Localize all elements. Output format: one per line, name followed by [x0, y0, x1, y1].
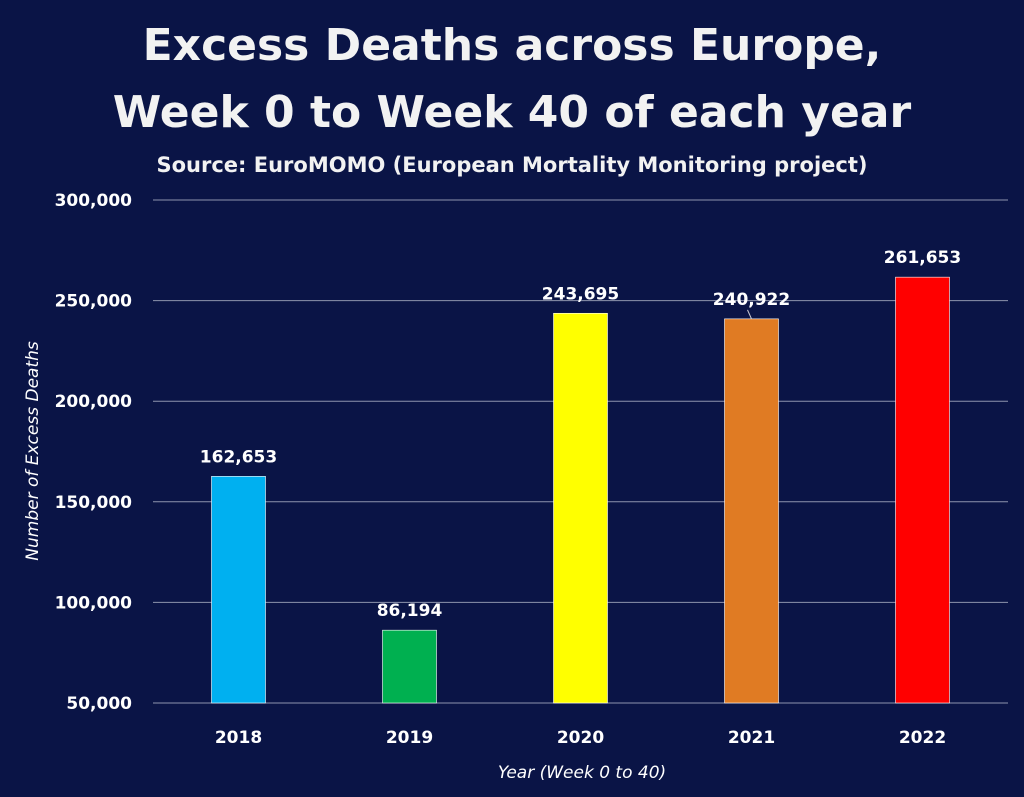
x-axis-label: Year (Week 0 to 40) [498, 763, 666, 783]
x-tick-label: 2019 [386, 728, 433, 748]
y-tick-label: 300,000 [55, 191, 133, 211]
y-axis-label: Number of Excess Deaths [23, 341, 43, 561]
x-tick-label: 2018 [215, 728, 262, 748]
data-label-2021: 240,922 [713, 290, 790, 310]
x-tick-label: 2020 [557, 728, 604, 748]
bar-2020 [553, 312, 608, 704]
bar-2019 [382, 629, 437, 704]
x-tick-label: 2021 [728, 728, 775, 748]
bar-2022 [895, 276, 950, 704]
data-label-2020: 243,695 [542, 284, 619, 304]
data-label-2018: 162,653 [200, 447, 277, 467]
chart-title-line-2: Week 0 to Week 40 of each year [113, 87, 912, 138]
data-label-2019: 86,194 [377, 601, 443, 621]
y-axis-ticks: 50,000 100,000 150,000 200,000 250,000 300,00… [55, 191, 133, 714]
y-tick-label: 100,000 [55, 593, 133, 613]
data-label-2022: 261,653 [884, 248, 961, 268]
data-labels: 162,653 86,194 243,695 240,922 261,653 [200, 248, 961, 621]
x-axis-ticks: 2018 2019 2020 2021 2022 [215, 728, 946, 748]
y-tick-label: 150,000 [55, 493, 133, 513]
y-tick-label: 250,000 [55, 292, 133, 312]
bar-2018 [211, 476, 266, 704]
x-tick-label: 2022 [899, 728, 946, 748]
y-tick-label: 200,000 [55, 392, 133, 412]
chart-subtitle: Source: EuroMOMO (European Mortality Mon… [157, 153, 868, 177]
y-tick-label: 50,000 [66, 694, 132, 714]
label-leader-line [747, 309, 752, 320]
bars [211, 276, 950, 704]
chart-title-line-1: Excess Deaths across Europe, [143, 20, 882, 71]
bar-2021 [724, 318, 779, 704]
